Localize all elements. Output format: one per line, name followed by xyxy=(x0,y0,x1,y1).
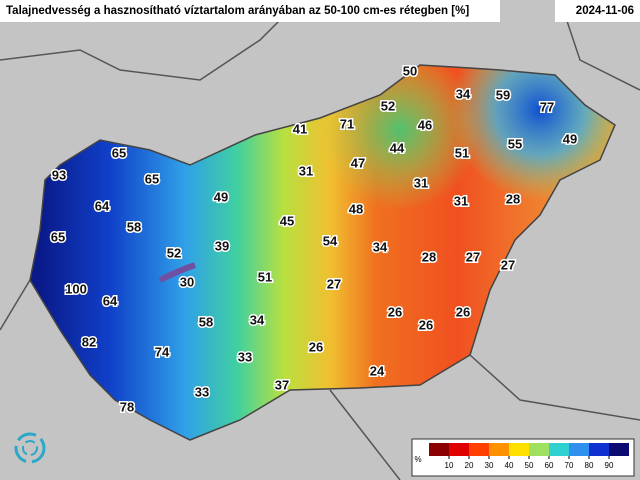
station-value: 24 xyxy=(370,363,385,378)
station-value: 41 xyxy=(293,121,307,136)
colorbar-segment xyxy=(549,443,569,456)
station-value: 49 xyxy=(563,131,577,146)
station-value: 47 xyxy=(351,155,365,170)
station-value: 33 xyxy=(238,349,252,364)
date-box xyxy=(555,0,640,22)
station-value: 45 xyxy=(280,213,294,228)
station-value: 44 xyxy=(390,140,405,155)
colorbar-segment xyxy=(429,443,449,456)
station-value: 49 xyxy=(214,189,228,204)
station-value: 30 xyxy=(180,274,194,289)
colorbar-segment xyxy=(509,443,529,456)
station-value: 31 xyxy=(414,175,428,190)
station-value: 55 xyxy=(508,136,522,151)
station-value: 31 xyxy=(454,193,468,208)
station-value: 34 xyxy=(373,239,388,254)
station-value: 52 xyxy=(167,245,181,260)
station-value: 100 xyxy=(65,281,87,296)
lake xyxy=(158,262,196,283)
colorbar-label: 50 xyxy=(525,461,534,470)
station-value: 27 xyxy=(466,249,480,264)
station-value: 52 xyxy=(381,98,395,113)
station-value: 27 xyxy=(501,257,515,272)
station-value: 74 xyxy=(155,344,170,359)
station-value: 26 xyxy=(388,304,402,319)
station-value: 50 xyxy=(403,63,417,78)
date: 2024-11-06 xyxy=(576,5,634,17)
station-value: 65 xyxy=(112,145,126,160)
colorbar-segment xyxy=(489,443,509,456)
colorbar-segment xyxy=(469,443,489,456)
station-value: 51 xyxy=(258,269,272,284)
station-value: 65 xyxy=(51,229,65,244)
colorbar-label: 20 xyxy=(465,461,474,470)
station-value: 26 xyxy=(309,339,323,354)
colorbar-segment xyxy=(529,443,549,456)
legend-unit: % xyxy=(414,455,421,464)
colorbar-label: 90 xyxy=(605,461,614,470)
station-value: 58 xyxy=(127,219,141,234)
title: Talajnedvesség a hasznosítható víztartal… xyxy=(6,5,469,17)
station-value: 48 xyxy=(349,201,363,216)
colorbar-label: 70 xyxy=(565,461,574,470)
station-value: 71 xyxy=(340,116,354,131)
station-value: 78 xyxy=(120,399,134,414)
station-value: 93 xyxy=(52,167,66,182)
station-value: 31 xyxy=(299,163,313,178)
station-value: 64 xyxy=(95,198,110,213)
colorbar-label: 80 xyxy=(585,461,594,470)
station-value: 34 xyxy=(250,312,265,327)
station-value: 34 xyxy=(456,86,471,101)
station-value: 54 xyxy=(323,233,338,248)
station-value: 39 xyxy=(215,238,229,253)
colorbar-label: 30 xyxy=(485,461,494,470)
colorbar-label: 10 xyxy=(445,461,454,470)
station-value: 28 xyxy=(422,249,436,264)
station-value: 37 xyxy=(275,377,289,392)
station-value: 77 xyxy=(540,99,554,114)
logo xyxy=(14,432,46,464)
station-value: 26 xyxy=(456,304,470,319)
colorbar-segment xyxy=(449,443,469,456)
station-value: 26 xyxy=(419,317,433,332)
station-value: 64 xyxy=(103,293,118,308)
station-value: 27 xyxy=(327,276,341,291)
colorbar-segment xyxy=(609,443,629,456)
station-value: 33 xyxy=(195,384,209,399)
title-box xyxy=(0,0,500,22)
station-value: 82 xyxy=(82,334,96,349)
colorbar-segment xyxy=(589,443,609,456)
colorbar-label: 60 xyxy=(545,461,554,470)
station-value: 46 xyxy=(418,117,432,132)
colorbar-segment xyxy=(569,443,589,456)
station-value: 58 xyxy=(199,314,213,329)
station-value: 28 xyxy=(506,191,520,206)
station-value: 59 xyxy=(496,87,510,102)
colorbar-label: 40 xyxy=(505,461,514,470)
station-value: 51 xyxy=(455,145,469,160)
station-value: 65 xyxy=(145,171,159,186)
